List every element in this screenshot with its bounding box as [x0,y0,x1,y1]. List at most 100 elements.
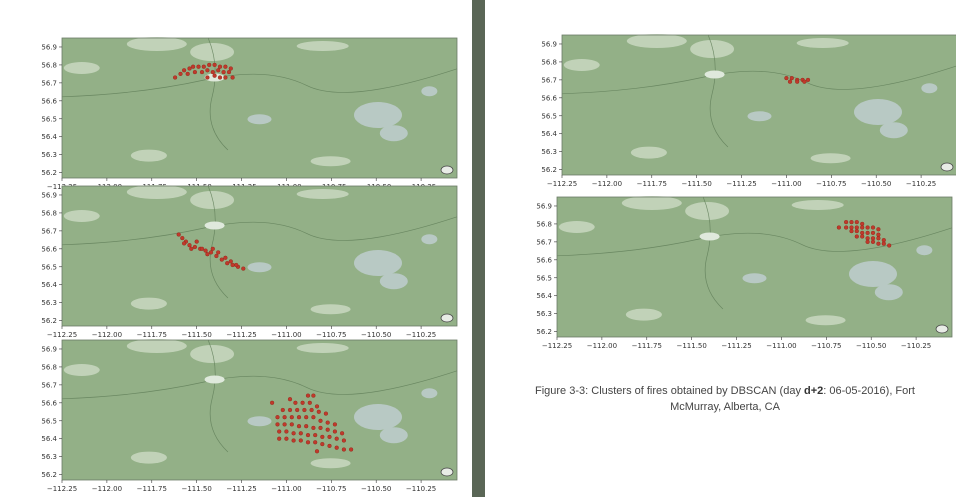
fire-point [311,415,316,420]
lake [849,261,897,287]
x-tick-label: −111.75 [137,485,167,493]
fire-point [289,422,294,427]
x-tick-label: −111.50 [676,342,706,350]
town-area [704,70,725,79]
x-tick-label: −110.50 [361,331,391,339]
fire-point [887,243,892,248]
fire-point [275,415,280,420]
fire-point [287,397,293,402]
cloud-patch [310,156,351,167]
y-tick-label: 56.3 [41,151,57,159]
x-tick-label: −111.25 [226,485,256,493]
x-tick-label: −110.25 [406,331,436,339]
lake [354,250,402,276]
cloud-patch [190,43,235,61]
cloud-patch [63,364,100,376]
fire-point [280,407,285,413]
fire-point [309,407,314,413]
y-tick-label: 56.8 [541,58,557,66]
fire-point [854,220,859,225]
fire-point [836,225,841,230]
river [61,216,458,246]
x-tick-label: −110.50 [856,342,886,350]
x-tick-label: −112.25 [47,485,77,493]
cloud-patch [805,315,846,326]
town-area [699,232,720,241]
cloud-patch [63,210,100,222]
y-tick-label: 56.4 [41,435,57,443]
town-area [204,221,225,230]
x-tick-label: −110.50 [361,485,391,493]
cloud-patch [310,458,351,469]
river [207,185,229,299]
fire-point [805,77,811,82]
fire-point [275,422,280,427]
compass-icon [440,165,454,175]
cloud-patch [630,146,667,159]
axes-frame [61,339,458,481]
compass-icon [440,313,454,323]
x-tick-label: −110.50 [861,180,891,188]
fire-point [876,227,881,232]
y-tick-label: 56.7 [541,76,557,84]
fire-point [180,235,185,241]
lake [421,234,438,245]
fire-point [876,232,881,237]
fire-point [208,250,214,255]
fire-point [205,75,210,80]
fire-point [870,225,876,230]
fire-point [784,75,789,81]
axes-frame [556,196,953,338]
fire-point [881,237,886,243]
x-tick-label: −110.25 [901,342,931,350]
cloud-patch [130,451,167,464]
axes-frame [61,185,458,327]
fire-point [187,66,192,71]
y-tick-label: 56.6 [541,94,557,102]
fire-point [298,438,303,443]
fire-point [282,422,287,427]
y-tick-label: 56.2 [41,471,57,479]
fire-point [849,228,854,234]
x-tick-label: −111.25 [726,180,756,188]
cloud-patch [310,304,351,315]
fire-point [340,431,345,436]
axes-frame [561,34,956,176]
fire-point [305,393,311,398]
fire-point [199,69,205,75]
fire-point [223,255,228,260]
fire-point [241,266,246,271]
fire-point [876,241,881,246]
y-tick-label: 56.5 [541,112,557,120]
fire-point [178,71,183,76]
fire-point [314,449,320,454]
cloud-patch [791,200,844,210]
fire-point [304,415,309,420]
y-tick-label: 56.6 [41,97,57,105]
x-tick-label: −110.75 [811,342,841,350]
cloud-patch [126,37,187,51]
y-tick-label: 56.4 [536,292,552,300]
fire-map-middle-left: 56.2 56.3 56.4 56.5 56.6 56.7 56.8 56.9 −112.25 −… [30,184,463,340]
fire-point [311,393,316,398]
fire-point [860,221,865,226]
fire-point [217,75,223,80]
x-tick-label: −112.00 [587,342,617,350]
x-tick-label: −111.00 [766,342,796,350]
lake [421,388,438,399]
axes-frame [61,37,458,179]
fire-point [325,427,330,432]
fire-map-top-right: 56.2 56.3 56.4 56.5 56.6 56.7 56.8 56.9 −112.25 −… [530,33,956,189]
fire-point [865,225,870,230]
fire-point [789,75,794,81]
fire-point [854,234,859,239]
fire-point [865,236,870,241]
x-tick-label: −111.50 [681,180,711,188]
y-tick-label: 56.3 [541,148,557,156]
fire-point [223,64,228,69]
fire-point [295,407,300,413]
fire-point [194,239,199,244]
fire-point [332,429,337,434]
fire-point [865,239,870,244]
lake [874,284,903,301]
